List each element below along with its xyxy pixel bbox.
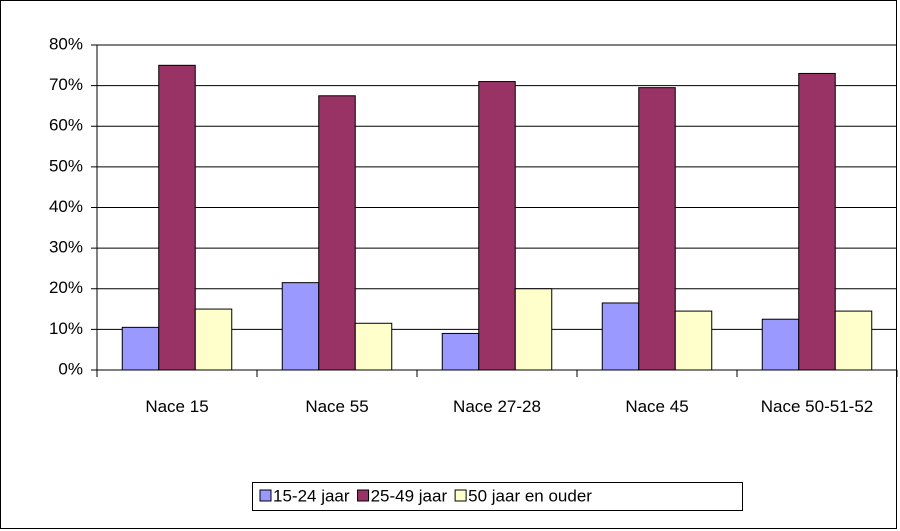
legend-label: 50 jaar en ouder bbox=[468, 486, 592, 505]
x-tick-label: Nace 45 bbox=[625, 397, 689, 416]
x-tick-label: Nace 15 bbox=[145, 397, 209, 416]
legend-box bbox=[252, 482, 743, 511]
bar bbox=[281, 282, 320, 371]
y-tick-label: 30% bbox=[49, 238, 83, 257]
bar bbox=[121, 326, 160, 371]
bar bbox=[441, 332, 480, 371]
bar bbox=[194, 308, 233, 371]
bar bbox=[638, 87, 676, 371]
y-tick-label: 10% bbox=[49, 319, 83, 338]
legend-swatch bbox=[259, 489, 272, 502]
y-tick-label: 40% bbox=[49, 197, 83, 216]
bar bbox=[318, 95, 356, 371]
bar bbox=[798, 72, 836, 371]
bar bbox=[158, 64, 196, 371]
x-tick-label: Nace 55 bbox=[305, 397, 369, 416]
bar bbox=[761, 318, 800, 371]
legend-label: 15-24 jaar bbox=[273, 486, 350, 505]
y-tick-label: 70% bbox=[49, 75, 83, 94]
y-tick-label: 0% bbox=[58, 359, 83, 378]
legend-swatch bbox=[357, 489, 370, 502]
y-tick-label: 60% bbox=[49, 116, 83, 135]
x-tick-label: Nace 27-28 bbox=[453, 397, 541, 416]
y-tick-label: 50% bbox=[49, 156, 83, 175]
bar bbox=[514, 288, 553, 371]
bar bbox=[478, 81, 516, 371]
bar bbox=[674, 310, 713, 371]
legend-label: 25-49 jaar bbox=[371, 486, 448, 505]
y-tick-label: 20% bbox=[49, 278, 83, 297]
bar bbox=[601, 302, 640, 371]
bar bbox=[834, 310, 873, 371]
x-tick-label: Nace 50-51-52 bbox=[760, 397, 874, 416]
legend-swatch bbox=[454, 489, 467, 502]
y-tick-label: 80% bbox=[49, 34, 83, 53]
bar bbox=[354, 322, 393, 371]
